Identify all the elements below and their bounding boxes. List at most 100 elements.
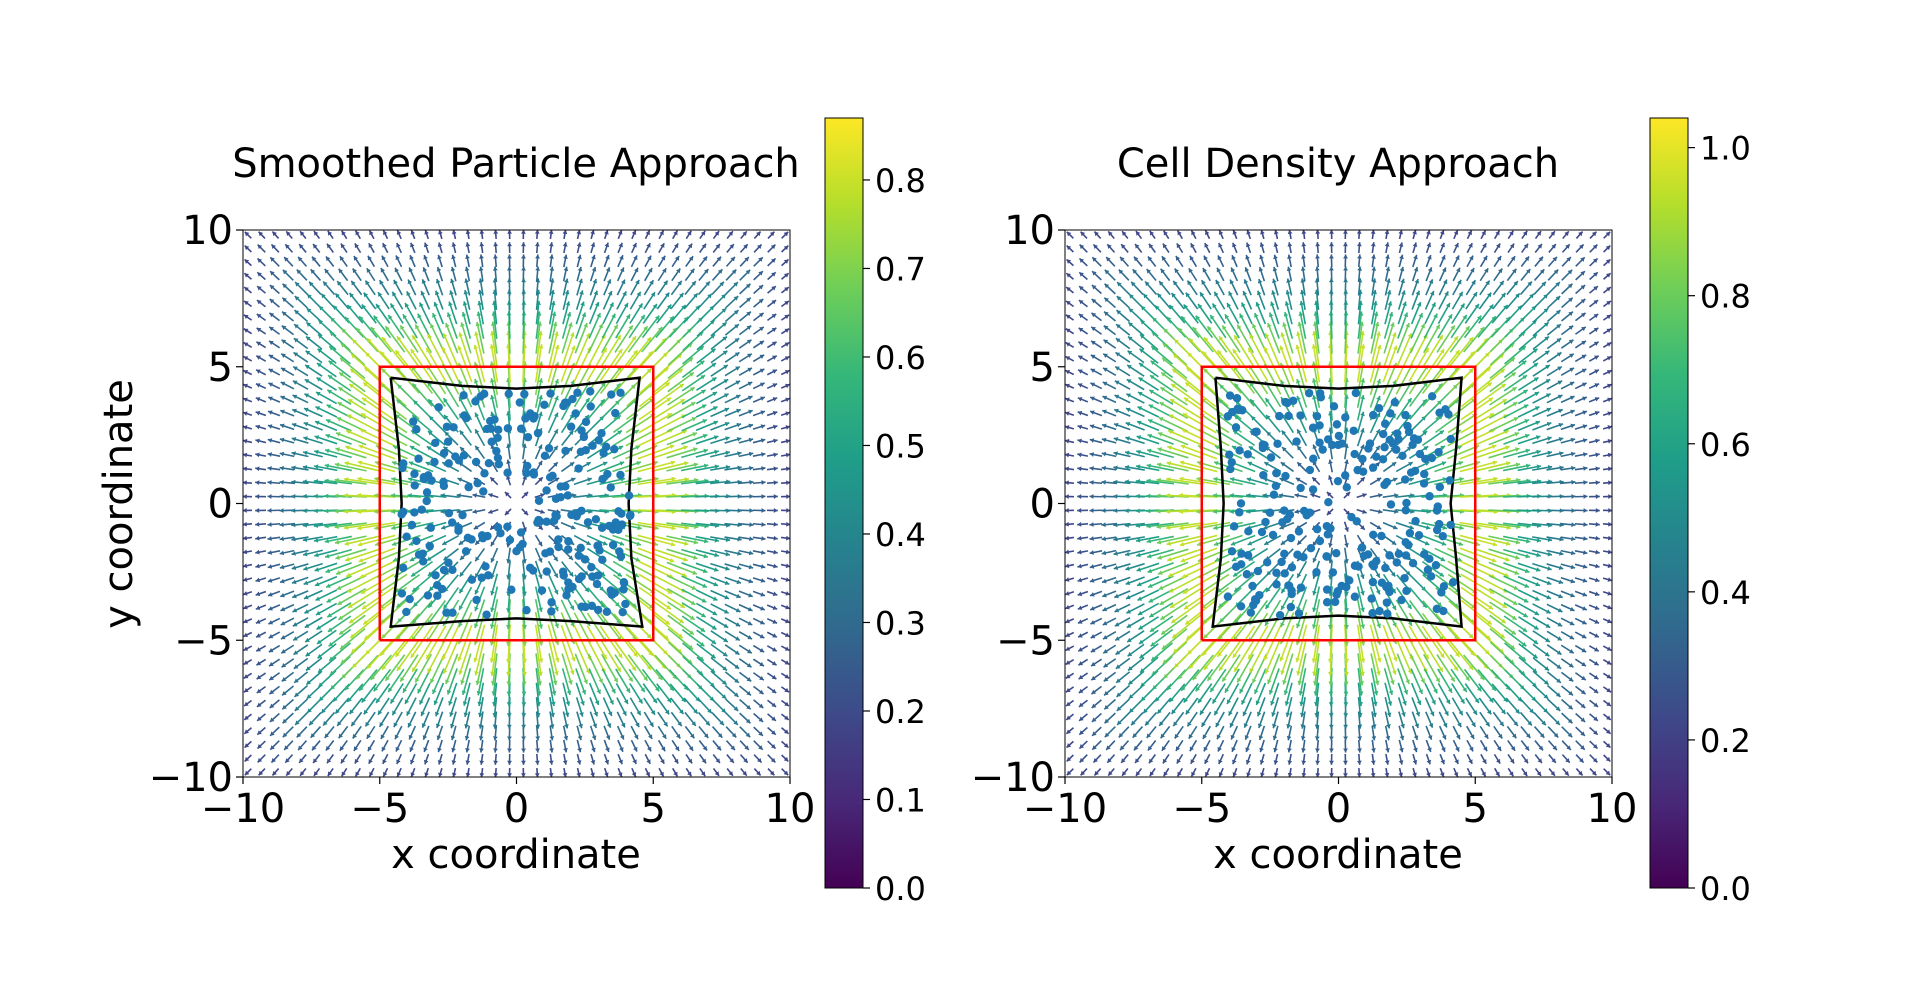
- quiver-arrowhead: [716, 256, 722, 262]
- quiver-arrowhead: [1089, 550, 1095, 555]
- quiver-arrowhead: [272, 770, 277, 776]
- particle: [520, 389, 529, 399]
- quiver-arrowhead: [591, 267, 597, 272]
- quiver-arrowhead: [1148, 419, 1153, 424]
- particle: [588, 441, 597, 450]
- quiver-arrowhead: [1104, 704, 1109, 710]
- quiver-arrowhead: [576, 230, 582, 235]
- quiver-arrowhead: [565, 301, 571, 306]
- quiver-arrowhead: [1103, 663, 1109, 668]
- quiver-arrowhead: [521, 773, 526, 777]
- quiver-arrowhead: [758, 271, 763, 276]
- quiver-arrowhead: [715, 243, 720, 249]
- quiver-arrowhead: [493, 230, 499, 234]
- quiver-arrowhead: [1101, 437, 1107, 443]
- colorbar-tick-label: 0.2: [875, 693, 926, 731]
- quiver-arrowhead: [1279, 524, 1285, 530]
- particle: [542, 567, 551, 576]
- quiver-arrowhead: [306, 694, 312, 699]
- quiver-arrowhead: [1198, 304, 1203, 309]
- quiver-arrowhead: [773, 494, 778, 499]
- quiver-arrowhead: [725, 551, 730, 557]
- quiver-arrowhead: [1094, 231, 1099, 237]
- quiver-arrowhead: [771, 313, 777, 319]
- quiver-arrowhead: [243, 618, 248, 624]
- quiver-arrowhead: [395, 746, 400, 752]
- quiver-arrowhead: [1137, 406, 1143, 411]
- quiver-arrowhead: [438, 230, 443, 235]
- quiver-arrowhead: [1179, 525, 1184, 531]
- quiver-arrowhead: [1158, 417, 1164, 422]
- quiver-arrowhead: [521, 760, 526, 765]
- quiver-arrowhead: [759, 675, 764, 681]
- quiver-arrow: [1263, 346, 1282, 382]
- quiver-arrowhead: [1171, 618, 1176, 623]
- quiver-arrowhead: [682, 572, 687, 578]
- quiver-arrowhead: [554, 331, 559, 337]
- quiver-arrowhead: [734, 664, 740, 669]
- quiver-arrowhead: [745, 732, 751, 738]
- particle: [439, 565, 449, 575]
- quiver-arrowhead: [383, 230, 388, 236]
- quiver-arrowhead: [1126, 609, 1132, 614]
- quiver-arrowhead: [243, 314, 249, 320]
- quiver-arrow: [359, 428, 395, 447]
- quiver-arrowhead: [1249, 571, 1255, 576]
- quiver-arrowhead: [374, 525, 379, 531]
- quiver-arrowhead: [451, 760, 457, 765]
- quiver-arrowhead: [1065, 452, 1070, 458]
- quiver-arrowhead: [1297, 321, 1303, 327]
- quiver-arrow: [395, 613, 420, 641]
- quiver-arrow: [1166, 669, 1187, 691]
- quiver-arrowhead: [759, 647, 765, 653]
- quiver-arrowhead: [693, 539, 699, 545]
- quiver-arrowhead: [351, 648, 356, 653]
- quiver-arrowhead: [1213, 525, 1218, 531]
- quiver-arrowhead: [522, 527, 527, 532]
- quiver-arrowhead: [733, 310, 739, 315]
- quiver-arrowhead: [379, 722, 384, 727]
- quiver-arrowhead: [744, 257, 749, 262]
- quiver-arrowhead: [280, 423, 285, 429]
- quiver-arrowhead: [1271, 712, 1276, 717]
- quiver-arrowhead: [554, 524, 560, 530]
- quiver-arrowhead: [1301, 254, 1306, 259]
- quiver-arrow: [639, 640, 667, 670]
- quiver-arrowhead: [761, 508, 766, 513]
- quiver-arrowhead: [1283, 312, 1289, 317]
- quiver-arrowhead: [1286, 278, 1291, 283]
- quiver-arrowhead: [1181, 573, 1187, 579]
- quiver-arrowhead: [693, 708, 698, 714]
- quiver-arrowhead: [1113, 508, 1118, 514]
- quiver-arrowhead: [255, 397, 261, 402]
- quiver-arrowhead: [723, 365, 728, 370]
- quiver-arrowhead: [1232, 772, 1238, 777]
- quiver-arrowhead: [1265, 604, 1270, 609]
- quiver-arrowhead: [771, 674, 777, 680]
- quiver-arrowhead: [591, 254, 596, 260]
- quiver-arrowhead: [435, 278, 441, 284]
- quiver-arrow: [442, 586, 460, 610]
- quiver-arrowhead: [1201, 280, 1206, 285]
- quiver-arrowhead: [723, 637, 728, 642]
- quiver-arrow: [573, 332, 591, 369]
- quiver-arrowhead: [772, 619, 778, 624]
- quiver-arrow: [637, 534, 676, 547]
- quiver-arrowhead: [244, 231, 250, 237]
- quiver-arrow: [381, 639, 407, 671]
- quiver-arrowhead: [1214, 710, 1219, 716]
- quiver-arrowhead: [1103, 339, 1109, 344]
- quiver-arrowhead: [734, 352, 740, 357]
- quiver-arrowhead: [313, 243, 318, 249]
- quiver-arrowhead: [305, 651, 311, 657]
- quiver-arrowhead: [618, 242, 623, 248]
- quiver-arrow: [462, 311, 472, 339]
- quiver-arrowhead: [1280, 605, 1286, 611]
- quiver-arrowhead: [522, 443, 527, 448]
- quiver-arrowhead: [713, 567, 719, 572]
- quiver-arrowhead: [1204, 243, 1209, 248]
- quiver-arrowhead: [317, 653, 323, 659]
- quiver-arrowhead: [477, 712, 483, 718]
- particle: [494, 425, 503, 435]
- quiver-arrowhead: [760, 550, 766, 555]
